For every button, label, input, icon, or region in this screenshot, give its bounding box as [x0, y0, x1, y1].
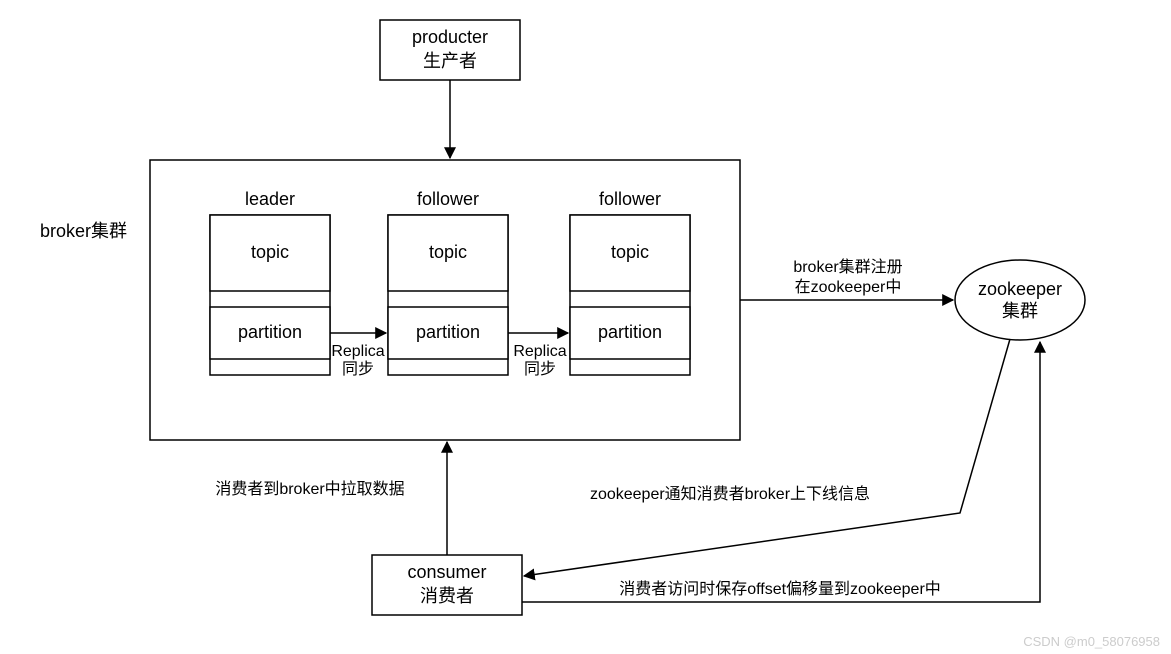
- broker-follower-1: follower topic partition: [388, 189, 508, 375]
- follower1-topic-label: topic: [429, 242, 467, 262]
- consumer-label-2: 消费者: [420, 586, 474, 606]
- replica1-label-2: 同步: [342, 360, 374, 378]
- consumer-zk-label: 消费者访问时保存offset偏移量到zookeeper中: [619, 580, 941, 598]
- leader-header: leader: [245, 189, 295, 209]
- cluster-zk-label-2: 在zookeeper中: [795, 278, 902, 296]
- watermark: CSDN @m0_58076958: [1023, 634, 1160, 649]
- broker-leader: leader topic partition: [210, 189, 330, 375]
- zookeeper-label-1: zookeeper: [978, 279, 1062, 299]
- leader-partition-label: partition: [238, 322, 302, 342]
- zk-notify-label: zookeeper通知消费者broker上下线信息: [590, 485, 870, 503]
- producer-node: producter 生产者: [380, 20, 520, 80]
- consumer-pull-label: 消费者到broker中拉取数据: [215, 480, 404, 498]
- leader-topic-label: topic: [251, 242, 289, 262]
- follower1-header: follower: [417, 189, 479, 209]
- consumer-label-1: consumer: [407, 562, 486, 582]
- replica2-label-2: 同步: [524, 360, 556, 378]
- broker-cluster-label: broker集群: [40, 221, 127, 241]
- replica2-label-1: Replica: [513, 343, 566, 360]
- follower2-partition-label: partition: [598, 322, 662, 342]
- follower2-header: follower: [599, 189, 661, 209]
- replica1-label-1: Replica: [331, 343, 384, 360]
- broker-follower-2: follower topic partition: [570, 189, 690, 375]
- cluster-zk-label-1: broker集群注册: [793, 258, 902, 276]
- zookeeper-label-2: 集群: [1002, 301, 1038, 321]
- follower2-topic-label: topic: [611, 242, 649, 262]
- follower1-partition-label: partition: [416, 322, 480, 342]
- producer-label-1: producter: [412, 27, 488, 47]
- producer-label-2: 生产者: [423, 51, 477, 71]
